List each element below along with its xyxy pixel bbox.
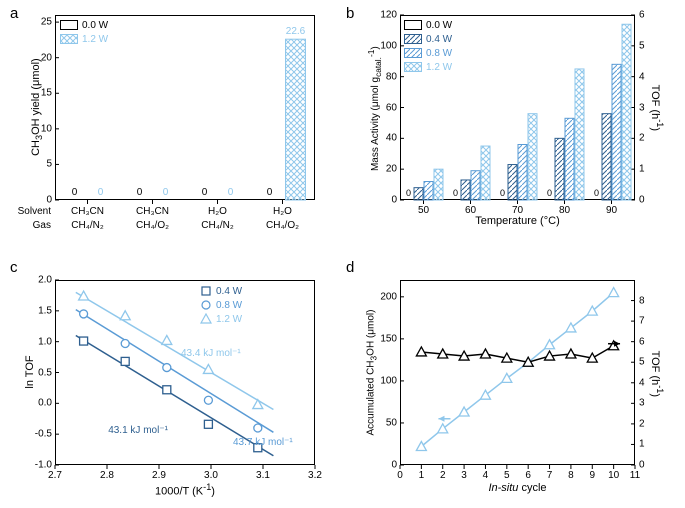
legend-item: 0.0 W	[60, 18, 108, 32]
legend-label: 0.0 W	[82, 20, 108, 31]
panel-d-ylabel-right: TOF (h-1)	[649, 334, 665, 414]
legend-label: 0.0 W	[426, 20, 452, 31]
panel-b-legend: 0.0 W 0.4 W 0.8 W 1.2 W	[404, 18, 452, 74]
legend-item: 1.2 W	[60, 32, 108, 46]
legend-label: 0.8 W	[216, 300, 242, 311]
legend-item: 0.4 W	[200, 284, 242, 298]
legend-label: 1.2 W	[82, 34, 108, 45]
panel-c-xlabel: 1000/T (K-1)	[55, 482, 315, 498]
legend-item: 0.4 W	[404, 32, 452, 46]
panel-a-legend: 0.0 W 1.2 W	[60, 18, 108, 46]
panel-a: a CH3OH yield (μmol) 0.0 W 1.2 W 0510152…	[0, 0, 342, 254]
legend-item: 0.8 W	[404, 46, 452, 60]
panel-d-xlabel: In-situ cycle	[400, 482, 635, 494]
legend-label: 1.2 W	[426, 62, 452, 73]
panel-c-legend: 0.4 W 0.8 W 1.2 W	[200, 284, 242, 326]
legend-label: 0.4 W	[426, 34, 452, 45]
panel-b-ylabel-right: TOF (h-1)	[649, 68, 665, 148]
panel-b-xlabel: Temperature (°C)	[400, 215, 635, 227]
panel-d: d Accumulated CH3OH (μmol) TOF (h-1) In-…	[342, 254, 685, 508]
panel-b: b Mass Activity (μmol gcatal.-1) TOF (h-…	[342, 0, 685, 254]
legend-item: 0.0 W	[404, 18, 452, 32]
legend-label: 0.4 W	[216, 286, 242, 297]
legend-label: 1.2 W	[216, 314, 242, 325]
panel-d-ylabel-left: Accumulated CH3OH (μmol)	[366, 283, 379, 463]
legend-label: 0.8 W	[426, 48, 452, 59]
panel-c: c ln TOF 1000/T (K-1) 0.4 W 0.8 W 1.2 W …	[0, 254, 342, 508]
legend-item: 1.2 W	[404, 60, 452, 74]
legend-item: 1.2 W	[200, 312, 242, 326]
legend-item: 0.8 W	[200, 298, 242, 312]
